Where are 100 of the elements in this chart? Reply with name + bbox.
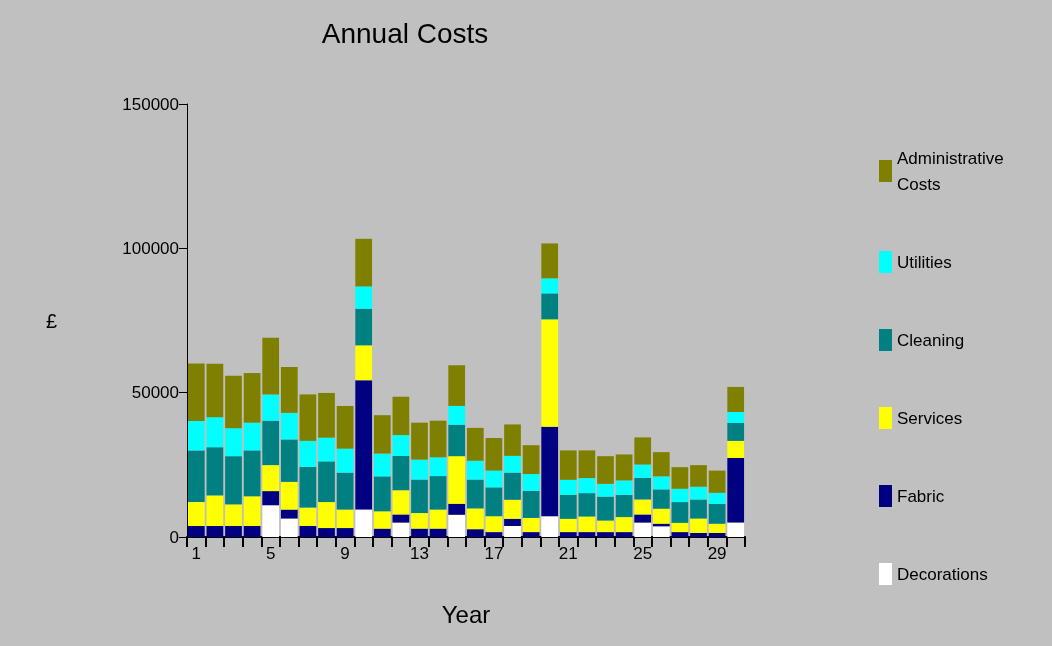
bar xyxy=(280,518,298,537)
bar xyxy=(429,476,447,510)
bar xyxy=(708,492,726,504)
bar xyxy=(355,380,373,510)
bar xyxy=(206,495,224,527)
bar xyxy=(280,412,298,440)
bar xyxy=(652,452,670,477)
bar xyxy=(466,508,484,530)
bar xyxy=(615,494,633,518)
bar xyxy=(541,319,559,427)
bar xyxy=(448,514,466,537)
bar xyxy=(671,467,689,489)
bar xyxy=(318,528,335,537)
bar xyxy=(559,450,577,480)
bar xyxy=(336,509,354,529)
x-tick-label: 29 xyxy=(707,544,727,563)
legend-label: Utilities xyxy=(897,252,952,272)
bar xyxy=(466,479,484,509)
bar xyxy=(485,487,503,517)
bar xyxy=(615,517,633,533)
bar xyxy=(690,465,707,487)
bar xyxy=(318,437,335,462)
bar xyxy=(225,456,242,505)
bar xyxy=(336,528,354,537)
bar xyxy=(187,420,205,451)
bar xyxy=(504,499,521,519)
bar xyxy=(671,488,689,503)
bar xyxy=(392,490,410,515)
legend-label: Administrative Costs xyxy=(897,148,1009,194)
bar xyxy=(448,424,466,457)
bar xyxy=(708,503,726,524)
bar xyxy=(280,509,298,519)
bar xyxy=(187,363,205,421)
bar xyxy=(187,526,205,537)
legend-label: Services xyxy=(897,408,963,428)
bar xyxy=(280,481,298,510)
bar xyxy=(206,363,224,418)
legend-label: Fabric xyxy=(897,486,945,506)
bar xyxy=(336,472,354,510)
bar xyxy=(318,392,335,438)
bar xyxy=(392,435,410,456)
bar xyxy=(652,526,670,537)
bar xyxy=(559,532,577,537)
bar xyxy=(355,308,373,346)
bar xyxy=(652,508,670,524)
bar xyxy=(262,394,280,421)
x-tick-label: 13 xyxy=(410,544,429,563)
x-axis-title: Year xyxy=(441,600,491,628)
y-tick-label: 100000 xyxy=(122,238,179,258)
bar xyxy=(597,520,614,533)
bar xyxy=(634,437,652,465)
bar xyxy=(411,422,428,460)
bar xyxy=(578,516,596,533)
bar xyxy=(541,426,559,517)
bar xyxy=(280,366,298,413)
bar xyxy=(299,507,317,527)
bar xyxy=(578,493,596,517)
bar xyxy=(708,470,726,493)
bar xyxy=(690,518,707,533)
bar xyxy=(727,412,745,423)
bar xyxy=(597,456,614,484)
bar xyxy=(206,417,224,448)
bar xyxy=(206,526,224,537)
bar xyxy=(411,479,428,514)
bar xyxy=(504,424,521,456)
bar xyxy=(504,455,521,473)
bar xyxy=(318,461,335,503)
bar xyxy=(355,509,373,537)
bar xyxy=(690,499,707,519)
bar xyxy=(708,532,726,537)
bar xyxy=(578,450,596,479)
bar xyxy=(411,459,428,480)
bar xyxy=(373,453,391,477)
bar xyxy=(336,448,354,473)
bar xyxy=(597,532,614,537)
bar xyxy=(522,490,540,518)
y-tick-label: 0 xyxy=(169,527,179,547)
bar xyxy=(355,238,373,287)
bar xyxy=(634,477,652,500)
x-tick-label: 17 xyxy=(484,544,504,563)
bar xyxy=(466,427,484,461)
bar xyxy=(299,440,317,467)
bar xyxy=(411,528,428,537)
bar xyxy=(597,483,614,497)
bar xyxy=(541,243,559,279)
bar xyxy=(187,502,205,527)
bar xyxy=(541,293,559,320)
legend-label: Decorations xyxy=(897,564,988,584)
bar xyxy=(522,474,540,491)
bar xyxy=(708,523,726,533)
bar xyxy=(727,440,745,458)
bar xyxy=(597,496,614,521)
bar xyxy=(262,491,280,506)
bar xyxy=(504,472,521,500)
bar xyxy=(690,486,707,500)
bar xyxy=(671,522,689,533)
x-tick-label: 9 xyxy=(340,544,350,563)
bar xyxy=(262,420,280,466)
bar xyxy=(262,337,280,395)
bar xyxy=(615,454,633,481)
